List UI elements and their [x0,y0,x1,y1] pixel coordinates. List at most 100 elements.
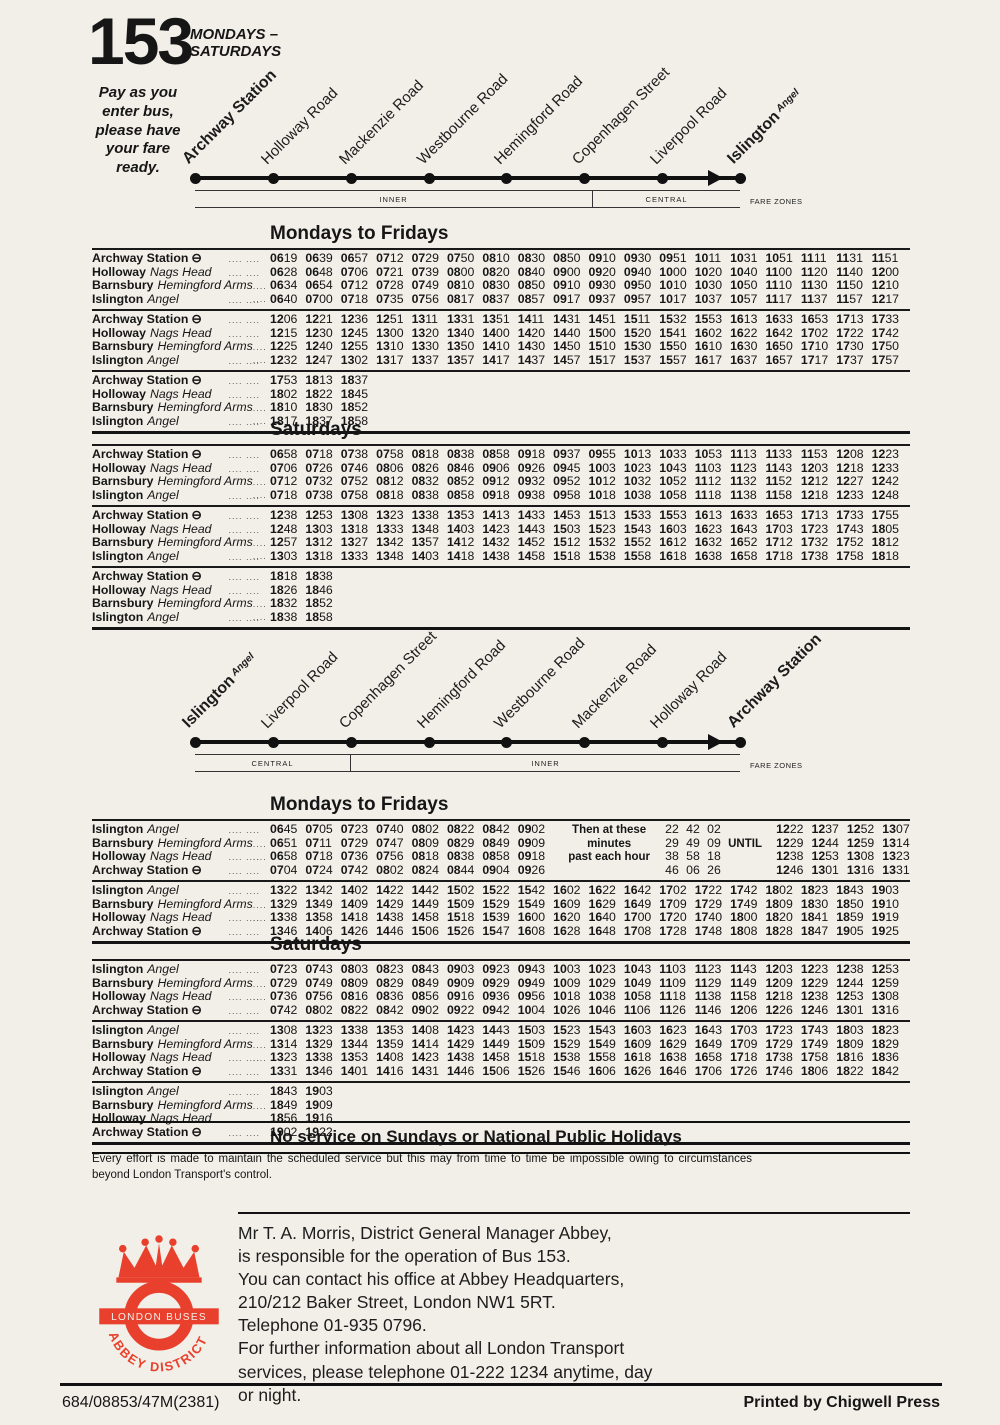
time-minute: 09 [566,896,581,911]
time-hour: 15 [588,1023,603,1037]
time-minute: 58 [778,487,793,502]
time-minute: 23 [814,883,829,897]
time-hour: 14 [411,1050,426,1064]
time-cell: 1259 [847,836,882,850]
time-cell: 0648 [305,265,340,279]
time-minute: 03 [531,1023,546,1037]
time-cell: 1517 [589,353,624,367]
time-minute: 20 [602,264,616,279]
time-hour: 12 [800,989,815,1003]
time-cell: 1703 [765,522,800,536]
time-hour: 13 [305,1036,320,1051]
time-cell: 1221 [305,313,340,326]
time-cell: 0639 [305,252,340,265]
time-hour: 13 [376,521,390,536]
time-hour: 14 [340,910,355,924]
time-cell: 1816 [836,1051,871,1064]
time-minute: 23 [602,962,616,976]
diagram-stop-label: IslingtonAngel [179,651,257,732]
time-cell: 1259 [872,976,907,990]
time-minute: 23 [814,962,829,976]
time-minute: 20 [496,264,510,279]
time-cell: 1431 [553,313,588,326]
stop-row-label: Holloway Nags Head.... .... [92,990,270,1004]
time-hour: 18 [305,596,320,610]
time-minute: 50 [531,278,546,292]
time-hour: 11 [800,447,814,461]
time-cell: 1543 [589,1024,624,1037]
time-cell: 1329 [305,1036,340,1051]
time-cell: 1323 [882,850,917,863]
time-hour: 14 [446,521,461,536]
time-minute: 02 [566,883,581,897]
time-hour: 16 [659,535,673,549]
time-cell: 1603 [659,522,694,536]
time-hour: 14 [340,896,355,911]
table-row: Holloway Nags Head.... .... 1802 1822 1845 [92,387,910,402]
time-hour: 10 [659,291,673,306]
time-cell: 1812 [872,536,907,549]
table-row: Holloway Nags Head.... .... 0736 0756 0816 08… [92,990,910,1004]
table-row: Archway Station ⊖.... .... 1346 1406 1426 144… [92,923,910,939]
time-hour: 16 [730,312,744,326]
time-minute: 37 [319,413,333,428]
time-cell: 1052 [659,475,694,488]
time-cell: 0712 [270,475,305,488]
time-minute: 46 [779,1063,793,1078]
time-hour: 17 [765,548,780,563]
time-cell: 0909 [518,836,553,850]
time-minute: 03 [566,962,581,976]
time-cell: 0700 [305,292,340,306]
time-hour: 09 [588,291,603,306]
time-cell: 0739 [412,265,447,279]
time-cell: 1649 [624,897,659,911]
time-cell: 0918 [518,850,553,863]
time-hour: 18 [270,609,284,624]
time-minute: 25 [885,923,900,938]
time-cell: 1632 [695,536,730,549]
time-cell: 0830 [482,279,517,292]
time-cell: 1240 [305,340,340,353]
time-cell: 1050 [730,279,765,292]
time-hour: 10 [588,1002,603,1017]
stop-name: Islington [92,1023,144,1037]
time-cell: 0818 [412,850,447,863]
time-hour: 15 [482,923,497,938]
time-cell: 1713 [801,509,836,522]
time-minute: 10 [496,339,510,353]
time-hour: 09 [553,447,567,461]
time-cell: 1429 [447,1037,482,1051]
underground-roundel-icon: ⊖ [191,312,202,326]
table-row: Barnsbury Hemingford Arms.... .... 0729 074… [92,975,910,1002]
time-minute: 52 [354,400,369,414]
time-cell: 1357 [412,536,447,549]
time-hour: 09 [588,278,603,292]
time-hour: 08 [411,460,426,475]
time-minute: 36 [496,989,510,1003]
diagram-stop-dot [501,173,513,184]
time-hour: 16 [730,535,744,549]
time-cell: 0810 [482,252,517,265]
time-cell: 1838 [305,570,340,583]
time-cell: 1457 [553,353,588,367]
time-minute: 46 [814,1002,829,1017]
time-cell: 1246 [776,863,811,877]
time-minute: 12 [354,278,369,292]
time-minute: 46 [319,1063,333,1078]
underground-roundel-icon: ⊖ [191,1002,202,1017]
time-minute: 30 [814,896,829,911]
time-hour: 12 [800,1002,815,1017]
time-cell: 1850 [836,897,871,911]
time-cell: 1331 [447,313,482,326]
time-cell: 1606 [589,1064,624,1078]
leader-dots: .... .... [228,572,260,582]
time-cell: 1123 [695,963,730,976]
time-minute: 59 [389,1036,404,1051]
time-hour: 06 [270,447,284,461]
time-minute: 29 [496,975,510,990]
time-hour: 11 [730,474,744,488]
time-cell: 1004 [518,1003,553,1017]
time-minute: 11 [425,312,439,326]
route-diagram-return: IslingtonAngel Liverpool Road Copenhagen S… [179,612,825,790]
time-hour: 16 [588,896,603,911]
